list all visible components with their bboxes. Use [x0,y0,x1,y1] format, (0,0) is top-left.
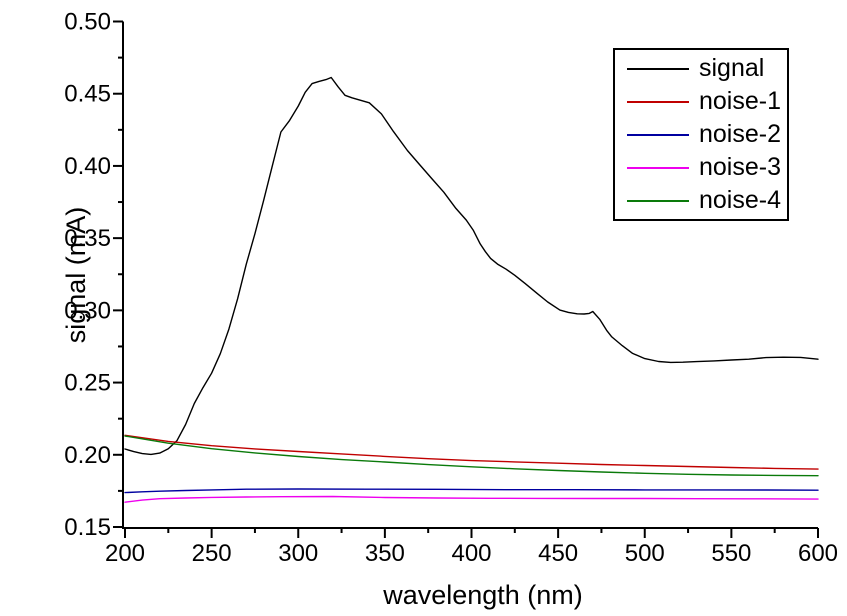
legend-item-noise-4: noise-4 [627,188,787,213]
legend-label: noise-2 [699,120,781,148]
y-tick-label: 0.45 [64,81,111,108]
x-tick-label: 500 [625,540,665,567]
y-tick-label: 0.40 [64,153,111,180]
x-tick-label: 350 [365,540,405,567]
y-tick-label: 0.25 [64,370,111,397]
legend-label: noise-4 [699,186,781,214]
y-axis-title: signal (mA) [60,206,91,344]
legend-item-noise-1: noise-1 [627,89,787,114]
x-tick-label: 200 [105,540,145,567]
x-tick-label: 600 [798,540,838,567]
signal-line-swatch [627,67,689,70]
series-signal [124,76,819,456]
legend-item-noise-3: noise-3 [627,155,787,180]
x-tick-label: 400 [451,540,491,567]
legend-label: signal [699,54,765,82]
legend-item-noise-2: noise-2 [627,122,787,147]
x-tick-label: 450 [538,540,578,567]
series-noise-3 [124,495,819,503]
y-tick-label: 0.30 [64,297,111,324]
x-axis-title: wavelength (nm) [383,580,583,610]
series-noise-2 [124,488,819,494]
noise-4-line-swatch [627,199,689,202]
noise-2-line-swatch [627,133,689,136]
legend-label: noise-1 [699,87,781,115]
y-tick-label: 0.15 [64,514,111,541]
legend-box: signal noise-1 noise-2 noise-3 noise-4 [613,48,789,221]
legend-label: noise-3 [699,153,781,181]
noise-3-line-swatch [627,166,689,169]
series-noise-1 [124,434,819,470]
x-tick-label: 300 [278,540,318,567]
x-tick-label: 250 [192,540,232,567]
y-tick-label: 0.35 [64,225,111,252]
noise-1-line-swatch [627,100,689,103]
y-tick-label: 0.20 [64,442,111,469]
series-noise-4 [124,435,819,477]
x-tick-label: 550 [711,540,751,567]
y-tick-label: 0.50 [64,9,111,36]
legend-item-signal: signal [627,56,787,81]
